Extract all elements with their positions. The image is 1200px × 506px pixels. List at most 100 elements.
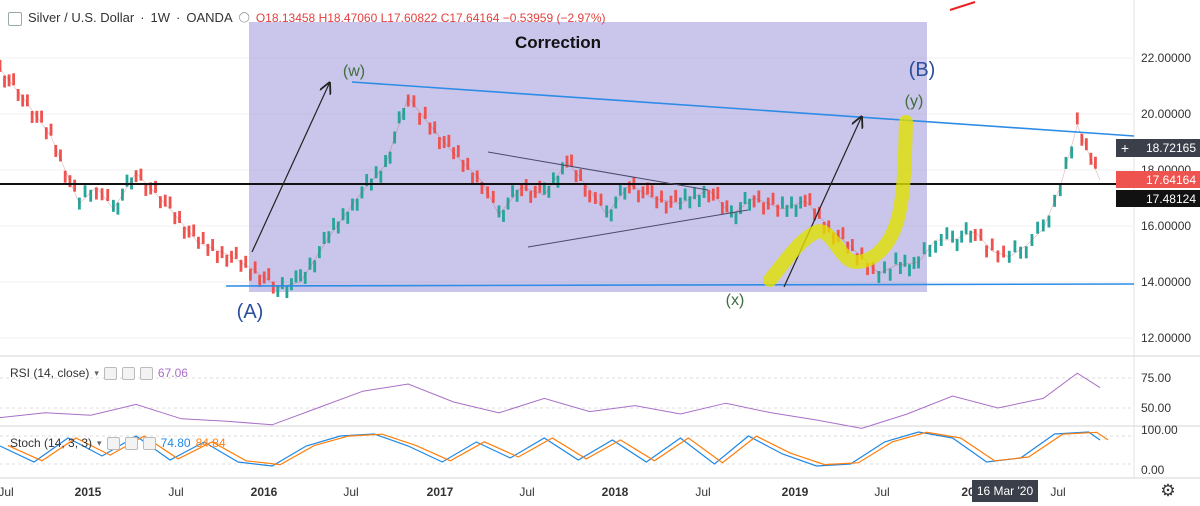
price-candle xyxy=(939,234,943,246)
price-candle xyxy=(985,245,988,258)
price-candle xyxy=(262,271,266,284)
price-candle xyxy=(402,108,406,120)
price-candle xyxy=(178,211,181,224)
stoch-legend[interactable]: Stoch (14, 3, 3) ▾ 74.80 84.84 xyxy=(10,436,226,450)
price-candle xyxy=(903,254,907,267)
gear-icon[interactable]: ⚙ xyxy=(1160,481,1176,500)
price-candle xyxy=(77,197,81,210)
price-candle xyxy=(655,196,659,209)
arrow-wave-w[interactable] xyxy=(251,84,329,253)
price-candle xyxy=(716,186,720,199)
price-candle xyxy=(244,255,248,268)
price-candle xyxy=(1058,184,1062,197)
price-candle xyxy=(860,247,864,260)
price-candle xyxy=(201,231,205,244)
price-candle xyxy=(121,188,124,201)
interval[interactable]: 1W xyxy=(150,10,171,25)
symbol-name[interactable]: Silver / U.S. Dollar xyxy=(28,10,135,25)
price-candle xyxy=(239,259,243,272)
stoch-menu-icon[interactable]: ▾ xyxy=(97,437,102,448)
wave-label-a: (A) xyxy=(237,301,264,323)
price-candle xyxy=(16,88,20,101)
price-candle xyxy=(888,268,892,281)
price-candle xyxy=(1007,250,1011,263)
price-candle xyxy=(979,228,983,241)
price-candle xyxy=(912,256,916,269)
price-candle xyxy=(551,172,555,185)
price-candle xyxy=(743,192,747,204)
price-candle xyxy=(990,238,994,251)
price-candle xyxy=(360,186,364,199)
price-candle xyxy=(556,175,560,188)
price-candle xyxy=(945,227,949,240)
toggle-icon[interactable]: ◯ xyxy=(238,12,250,23)
time-axis: Jul 2015 Jul 2016 Jul 2017 Jul 2018 Jul 2019 Jul 20… xyxy=(0,485,1066,499)
ohlc-values: O18.13458 H18.47060 L17.60822 C17.64164 … xyxy=(256,11,606,25)
stoch-settings-icon[interactable] xyxy=(124,436,138,450)
price-candle xyxy=(813,208,816,221)
price-candle xyxy=(693,187,696,200)
price-candle xyxy=(346,211,350,224)
price-candle xyxy=(379,170,383,183)
price-candle xyxy=(336,221,340,234)
price-candle xyxy=(955,239,959,252)
price-candle xyxy=(817,206,821,219)
price-candle xyxy=(529,190,533,203)
rsi-close-icon[interactable] xyxy=(139,366,153,380)
stoch-close-icon[interactable] xyxy=(142,436,156,450)
time-tick-label: 2015 xyxy=(75,485,102,499)
price-candle xyxy=(605,205,609,218)
symbol-header[interactable]: Silver / U.S. Dollar · 1W · OANDA ◯ O18.… xyxy=(8,10,606,26)
time-tick-label: Jul xyxy=(343,485,358,499)
time-tick-label: Jul xyxy=(0,485,14,499)
price-candle xyxy=(593,192,597,204)
triangle-upper-line[interactable] xyxy=(487,151,709,191)
price-candle xyxy=(866,263,869,276)
rsi-settings-icon[interactable] xyxy=(121,366,135,380)
time-tick-label: 2018 xyxy=(602,485,629,499)
price-candle xyxy=(1024,246,1028,259)
rsi-menu-icon[interactable]: ▾ xyxy=(94,367,99,378)
price-candle xyxy=(1047,215,1051,228)
support-trendline[interactable] xyxy=(225,283,1135,287)
price-candle xyxy=(711,188,715,201)
price-candle xyxy=(1094,156,1097,169)
price-candle xyxy=(565,155,569,168)
price-candle xyxy=(406,94,410,107)
upper-trendline[interactable] xyxy=(351,81,1135,137)
rsi-legend[interactable]: RSI (14, close) ▾ 67.06 xyxy=(10,366,188,380)
price-candle xyxy=(412,95,416,108)
price-candle xyxy=(197,236,200,249)
crosshair-date-label: 16 Mar '20 xyxy=(972,480,1038,502)
price-candle xyxy=(871,262,875,274)
price-candle xyxy=(154,180,157,193)
price-candle xyxy=(883,261,886,274)
price-candle xyxy=(542,182,546,195)
price-candle xyxy=(570,154,573,167)
price-candle xyxy=(163,194,167,207)
arrow-wave-y[interactable] xyxy=(783,118,861,288)
price-candle xyxy=(720,202,724,215)
price-candle xyxy=(220,246,224,259)
rsi-visibility-icon[interactable] xyxy=(103,366,117,380)
price-candle xyxy=(428,122,432,135)
price-candle xyxy=(739,202,742,215)
stoch-k-value: 74.80 xyxy=(160,436,191,450)
stoch-visibility-icon[interactable] xyxy=(106,436,120,450)
last-price-label: 17.64164 xyxy=(1116,171,1200,188)
price-candle xyxy=(299,269,302,282)
time-tick-label: Jul xyxy=(874,485,889,499)
rsi-line xyxy=(0,372,1101,429)
price-candle xyxy=(144,183,148,196)
price-candle xyxy=(609,209,613,222)
triangle-lower-line[interactable] xyxy=(527,209,749,248)
highlight-stroke[interactable] xyxy=(763,115,913,287)
svg-text:18.72165: 18.72165 xyxy=(1146,141,1196,155)
price-candle xyxy=(7,74,11,87)
price-candle xyxy=(785,204,789,217)
price-candle xyxy=(669,195,673,208)
price-candle xyxy=(158,196,162,209)
price-candle xyxy=(384,155,387,168)
price-candle xyxy=(836,229,840,242)
